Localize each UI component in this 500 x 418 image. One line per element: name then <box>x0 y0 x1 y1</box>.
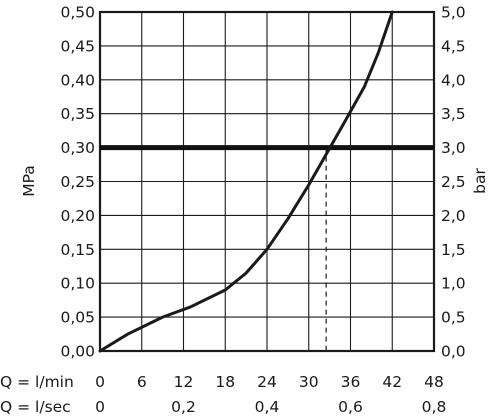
y-tick-label-right: 3,0 <box>441 139 466 157</box>
y-tick-label-right: 4,5 <box>441 37 466 55</box>
x-tick-label: 0,6 <box>338 398 363 416</box>
x-tick-label: 42 <box>382 373 402 391</box>
x-tick-label: 0 <box>95 373 105 391</box>
x-tick-rows: Q = l/min 0 6 12 18 24 30 36 42 48 Q = l/sec 0 0,2 0,… <box>0 373 446 416</box>
x-tick-label: 0,4 <box>255 398 280 416</box>
x-tick-label: 0,2 <box>171 398 196 416</box>
x-tick-label: 30 <box>299 373 319 391</box>
x-tick-label: 0,8 <box>422 398 447 416</box>
y-tick-label-left: 0,45 <box>60 37 95 55</box>
y-tick-label-left: 0,10 <box>60 275 95 293</box>
y-tick-label-right: 3,5 <box>441 105 466 123</box>
y-tick-label-right: 0,0 <box>441 343 466 361</box>
plot-frame <box>98 10 436 353</box>
y-tick-label-left: 0,05 <box>60 309 95 327</box>
y-tick-label-left: 0,15 <box>60 241 95 259</box>
y-tick-label-right: 0,5 <box>441 309 466 327</box>
y-tick-label-left: 0,20 <box>60 207 95 225</box>
y-tick-label-right: 1,0 <box>441 275 466 293</box>
x-tick-label: 48 <box>424 373 444 391</box>
y-ticks-left: 0,00 0,05 0,10 0,15 0,20 0,25 0,30 0,35 0,40 0,45… <box>60 4 95 361</box>
y-axis-label-right: bar <box>471 168 489 194</box>
y-tick-label-right: 1,5 <box>441 241 466 259</box>
y-tick-label-right: 2,5 <box>441 173 466 191</box>
y-axis-label-left: MPa <box>20 165 38 197</box>
y-tick-label-right: 4,0 <box>441 71 466 89</box>
x-tick-label: 0 <box>95 398 105 416</box>
grid-lines <box>100 12 434 351</box>
x-axis-row-label: Q = l/min <box>0 373 74 391</box>
reference-lines <box>100 145 434 351</box>
x-axis-row-label: Q = l/sec <box>0 398 71 416</box>
series-line <box>98 10 394 353</box>
y-tick-label-right: 2,0 <box>441 207 466 225</box>
y-ticks-right: 0,0 0,5 1,0 1,5 2,0 2,5 3,0 3,5 4,0 4,5 5,0 <box>441 4 466 361</box>
y-tick-label-left: 0,25 <box>60 173 95 191</box>
x-tick-label: 36 <box>341 373 361 391</box>
y-tick-label-left: 0,30 <box>60 139 95 157</box>
x-tick-label: 12 <box>174 373 194 391</box>
x-tick-label: 24 <box>257 373 277 391</box>
y-tick-label-left: 0,35 <box>60 105 95 123</box>
y-tick-label-left: 0,00 <box>60 343 95 361</box>
y-tick-label-left: 0,50 <box>60 4 95 22</box>
y-tick-label-left: 0,40 <box>60 71 95 89</box>
x-tick-label: 6 <box>137 373 147 391</box>
y-tick-label-right: 5,0 <box>441 4 466 22</box>
x-tick-label: 18 <box>215 373 235 391</box>
